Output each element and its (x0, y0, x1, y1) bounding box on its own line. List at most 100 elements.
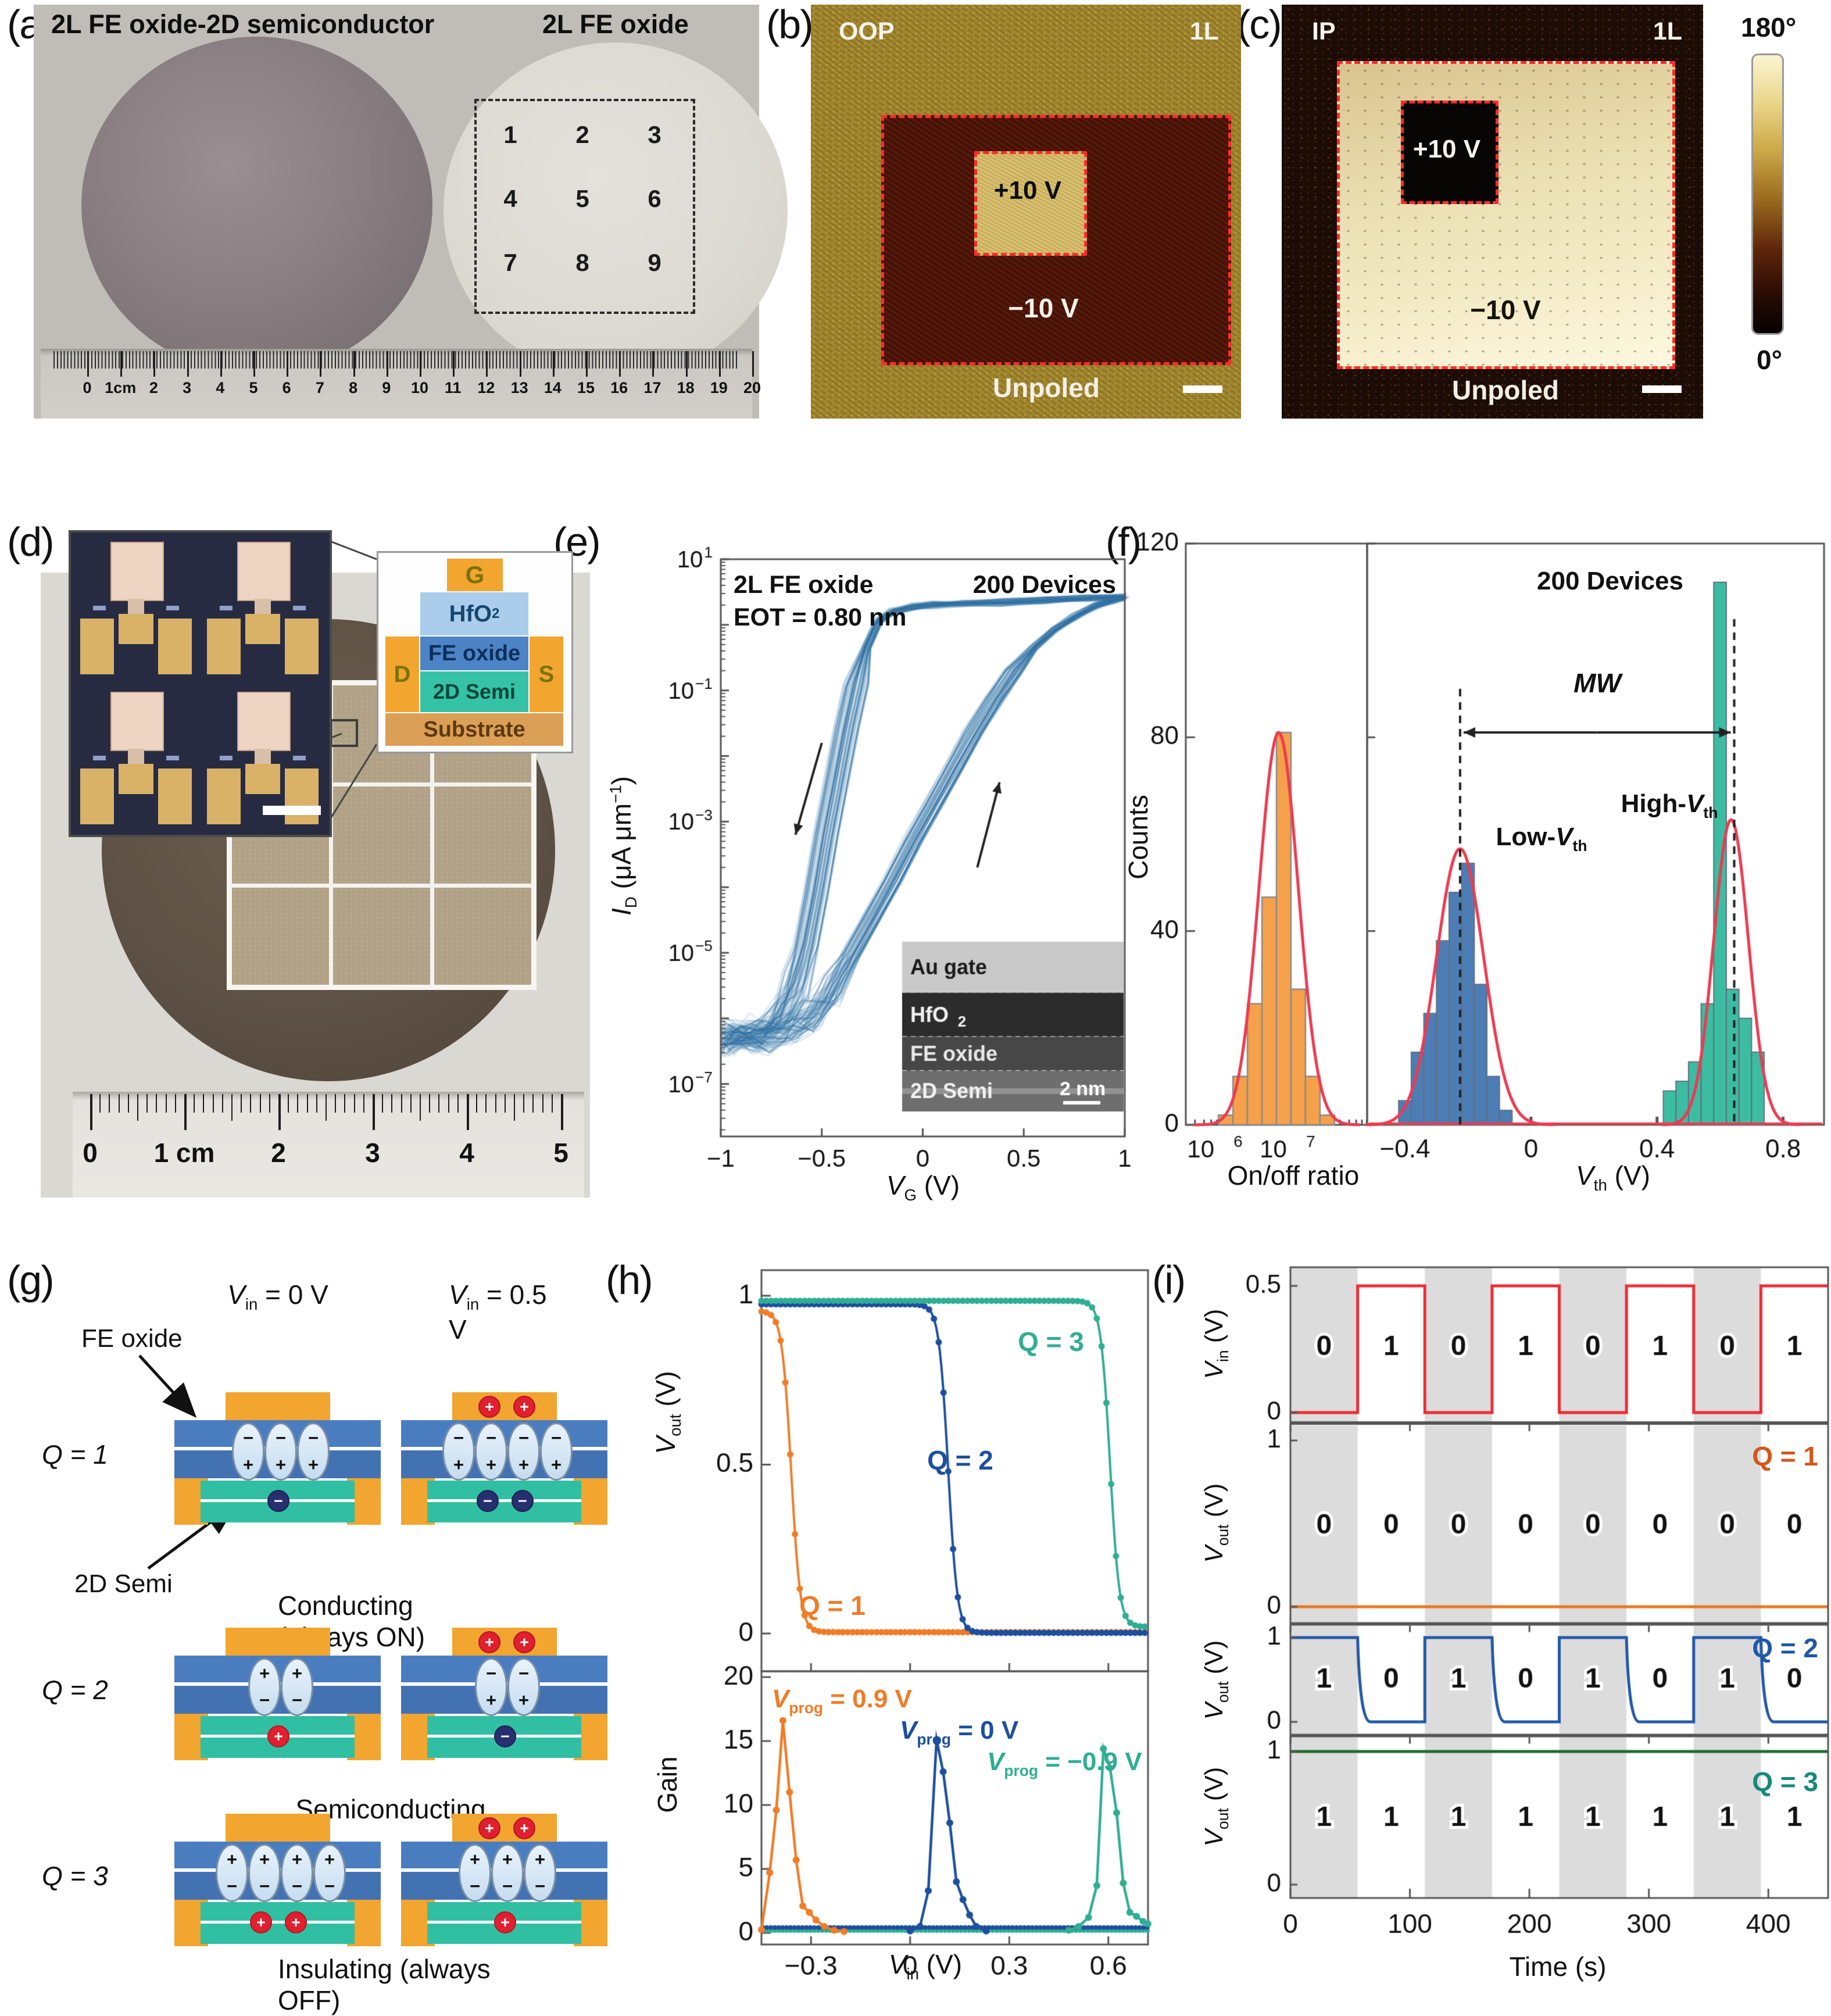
dipole-icon: − + (540, 1422, 573, 1481)
ruler-a-number: 15 (577, 379, 595, 396)
ruler-a-major-tick (619, 351, 621, 377)
label-part: in (466, 1295, 480, 1314)
logic-waveforms-chart (1180, 1256, 1831, 1984)
wafer-number: 5 (575, 185, 589, 212)
dipole-icon: − + (507, 1658, 540, 1716)
ruler-d-tick (532, 1094, 534, 1113)
chart-f-devices-note: 200 Devices (1537, 567, 1683, 595)
ruler-a-number: 14 (543, 379, 562, 396)
positive-charge-icon: + (513, 1396, 535, 1418)
plus10v-label: +10 V (993, 176, 1062, 205)
label-part: (V) (1200, 1483, 1229, 1525)
ruler-d-tick (400, 1094, 402, 1113)
dipole-top-sign: + (259, 1849, 270, 1870)
dipole-icon: − + (442, 1422, 475, 1481)
label-part: out (1214, 1808, 1232, 1830)
vprog-09-label: Vprog = 0.9 V (772, 1685, 912, 1717)
micrograph-dash-icon (293, 606, 306, 610)
ruler-d-tick (99, 1094, 101, 1113)
micrograph-dash-icon (166, 606, 179, 610)
substrate-layer: Substrate (385, 713, 563, 746)
g-caption-q1: Conducting (always ON) (278, 1590, 425, 1652)
ruler-d-tick (203, 1094, 205, 1113)
histograms-chart (1128, 517, 1831, 1209)
ruler-d-tick (316, 1094, 317, 1113)
ruler-d-tick (165, 1094, 167, 1113)
micrograph-contact-pad-icon (158, 619, 192, 674)
dipole-bottom-sign: + (518, 1690, 530, 1710)
ruler-a-number: 17 (643, 379, 661, 396)
chart-e-subtitle: EOT = 0.80 nm (734, 603, 907, 631)
ruler-d-tick (306, 1094, 308, 1113)
micrograph-dash-icon (293, 756, 306, 760)
gate-electrode (226, 1392, 330, 1420)
micrograph-dash-icon (220, 756, 233, 760)
positive-charge-icon: + (267, 1725, 289, 1747)
device-array-cell (434, 787, 531, 884)
ruler-a-number: 3 (183, 379, 192, 396)
ruler-a-number: 13 (510, 379, 528, 396)
ruler-d-tick (420, 1094, 421, 1121)
micrograph-contact-pad-icon (80, 619, 114, 674)
layer-label: 1L (1189, 17, 1219, 45)
g-device-q2-right: − + − + + + − (401, 1628, 607, 1760)
ruler-d-tick (353, 1094, 355, 1113)
wafer-number: 7 (503, 249, 517, 276)
dipole-icon: − + (475, 1658, 507, 1716)
dipole-icon: − + (475, 1422, 507, 1481)
ruler-a-number: 12 (477, 379, 495, 396)
minus10v-label: −10 V (1470, 295, 1541, 325)
label-part: (V) (1200, 1640, 1229, 1682)
label-part: out (1214, 1524, 1232, 1546)
dipole-bottom-sign: + (485, 1690, 497, 1710)
ruler-d-tick (231, 1094, 233, 1121)
label-part: = 0 V (951, 1716, 1019, 1745)
scale-bar (1183, 385, 1222, 393)
label-part: V (227, 1279, 245, 1310)
gate-layer: G (447, 559, 503, 591)
dipole-top-sign: − (485, 1428, 497, 1448)
ruler-d-tick (382, 1094, 384, 1113)
colorbar-max-label: 180° (1741, 12, 1797, 42)
label-part: = 0.9 V (823, 1685, 912, 1713)
label-part: D (622, 896, 641, 909)
g-device-q3-right: + − + − + − + + + (401, 1814, 607, 1946)
source-contact: S (530, 637, 563, 712)
label-part: I (606, 908, 636, 916)
label-part: V (1200, 1362, 1229, 1379)
plus10v-label: +10 V (1412, 135, 1481, 163)
label-part: in (245, 1295, 258, 1314)
ruler-d-tick (373, 1094, 375, 1130)
ruler-d-number: 4 (459, 1138, 474, 1168)
ruler-a-number: 1cm (105, 379, 137, 396)
dipole-top-sign: − (485, 1663, 497, 1683)
ruler-d-tick (448, 1094, 449, 1113)
panel-d-tag: (d) (7, 519, 55, 564)
dipole-top-sign: − (307, 1428, 319, 1448)
ruler-a-number: 9 (382, 379, 391, 396)
label-part: = 0.5 V (449, 1279, 547, 1345)
ruler-d-tick (174, 1094, 176, 1113)
ruler-a-major-tick (187, 351, 189, 377)
micrograph-pad-icon (110, 692, 164, 751)
wafer-number: 1 (503, 121, 517, 148)
ruler-d-tick (495, 1094, 496, 1113)
dipole-icon: + − (491, 1844, 524, 1902)
micrograph-contact-pad-icon (207, 619, 241, 674)
ruler-a-number: 4 (216, 379, 225, 396)
label-part: prog (789, 1699, 823, 1717)
onoff-xlabel: On/off ratio (1227, 1160, 1360, 1191)
dipole-top-sign: + (534, 1849, 546, 1870)
device-micrograph-inset (69, 530, 332, 837)
wafer-right-title: 2L FE oxide (542, 9, 689, 39)
gate-electrode (226, 1814, 330, 1842)
fe-oxide-callout: FE oxide (81, 1324, 183, 1353)
semiconductor-channel (201, 1902, 355, 1944)
ruler-a-number: 7 (315, 379, 324, 396)
micrograph-contact-pad-icon (158, 768, 192, 824)
channel-line (201, 1921, 355, 1924)
ruler-d-tick (184, 1094, 187, 1130)
label-part: (V) (1607, 1160, 1650, 1191)
vout-ylabel: Vout (V) (650, 1371, 685, 1454)
g-device-rows: Q = 1− + − + − + − − + − + − + − + + + − − Conducting (alwa… (0, 1256, 616, 2015)
